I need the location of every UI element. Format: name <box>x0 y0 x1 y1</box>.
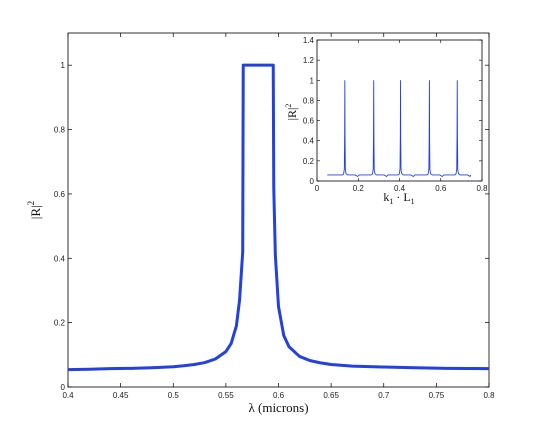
inset-x-ticks: 0 0.2 0.4 0.6 0.8 <box>315 40 488 193</box>
main-x-tick-label: 0.65 <box>323 391 339 400</box>
main-x-ticks: 0.4 0.45 0.5 0.55 0.6 0.65 0.7 0.75 0.8 <box>62 33 495 400</box>
main-y-axis-label: |R|2 <box>26 201 43 219</box>
inset-plot: 0 0.2 0.4 0.6 0.8 00.20.40.60.811.21.4 k1 · … <box>284 36 488 206</box>
main-series-line <box>67 63 490 372</box>
inset-y-tick-label: 1.2 <box>303 56 315 65</box>
main-x-tick-label: 0.55 <box>218 391 234 400</box>
inset-y-tick-label: 1 <box>310 76 315 85</box>
inset-x-tick-label: 0.6 <box>435 184 447 193</box>
main-y-tick-label: 0.4 <box>54 254 66 263</box>
inset-x-tick-label: 0.8 <box>476 184 488 193</box>
main-x-tick-label: 0.4 <box>62 391 74 400</box>
main-y-tick-label: 0.8 <box>54 126 66 135</box>
inset-x-tick-label: 0.2 <box>353 184 365 193</box>
main-y-axis-label-sup: 2 <box>26 201 36 206</box>
inset-x-axis-label-mid: · L <box>393 190 410 204</box>
main-x-tick-label: 0.45 <box>113 391 129 400</box>
inset-x-tick-label: 0 <box>315 184 320 193</box>
main-y-ticks: 0 0.2 0.4 0.6 0.8 1 <box>54 61 489 392</box>
main-y-tick-label: 0.2 <box>54 319 66 328</box>
inset-y-tick-label: 0.2 <box>303 157 315 166</box>
inset-y-axis-label: |R|2 <box>284 104 299 121</box>
inset-y-tick-label: 0 <box>310 177 315 186</box>
main-y-tick-label: 0.6 <box>54 190 66 199</box>
main-y-tick-label: 0 <box>61 383 66 392</box>
main-y-axis-label-text: |R| <box>28 205 43 219</box>
inset-y-ticks: 0 0.2 0.4 0.6 0.8 1 1.2 1.4 <box>303 36 482 186</box>
main-x-tick-label: 0.75 <box>429 391 445 400</box>
svg-text:|R|2: |R|2 <box>284 104 299 121</box>
main-x-tick-label: 0.8 <box>483 391 495 400</box>
inset-y-axis-label-sup: 2 <box>284 104 293 108</box>
inset-y-axis-label-text: |R| <box>285 108 299 121</box>
inset-x-axis-label: k1 · L1 <box>383 190 414 206</box>
inset-y-tick-label: 0.6 <box>303 117 315 126</box>
inset-x-tick-label: 0.4 <box>394 184 406 193</box>
inset-series-line <box>327 80 472 178</box>
main-y-tick-label: 1 <box>61 61 66 70</box>
inset-y-tick-label: 0.8 <box>303 96 315 105</box>
inset-y-tick-label: 0.4 <box>303 137 315 146</box>
main-x-tick-label: 0.7 <box>378 391 390 400</box>
svg-text:|R|2: |R|2 <box>26 201 43 219</box>
inset-y-tick-label: 1.4 <box>303 36 315 45</box>
inset-x-axis-label-sub2: 1 <box>411 197 415 206</box>
inset-x-axis-label-sub1: 1 <box>389 197 393 206</box>
main-x-axis-label: λ (microns) <box>248 400 308 415</box>
main-x-tick-label: 0.5 <box>168 391 180 400</box>
inset-x-axis-label-k: k <box>383 190 389 204</box>
main-x-tick-label: 0.6 <box>273 391 285 400</box>
